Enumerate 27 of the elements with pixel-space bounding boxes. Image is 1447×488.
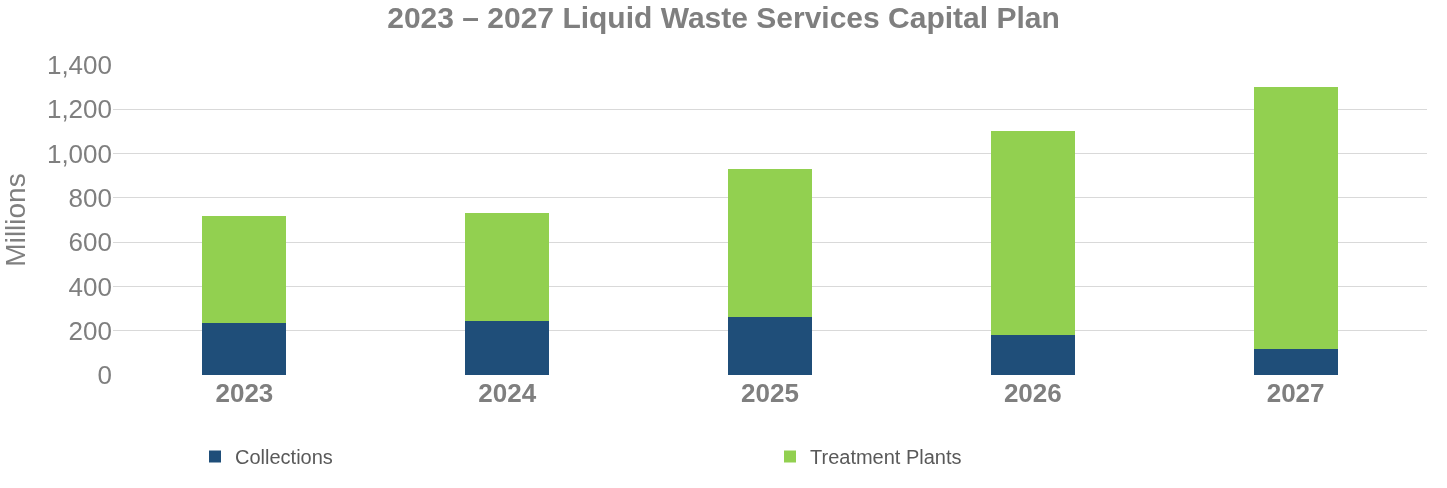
bar <box>1253 86 1338 350</box>
y-axis-title: Millions <box>0 173 31 267</box>
x-tick-label: 2025 <box>741 378 799 408</box>
bar <box>1253 349 1338 375</box>
bar <box>727 169 813 318</box>
y-tick-label: 1,400 <box>46 50 112 81</box>
y-tick-label: 200 <box>68 315 112 346</box>
x-tick-label: 2026 <box>1003 378 1062 408</box>
y-tick-label: 1,200 <box>46 94 112 125</box>
x-tick-label: 2023 <box>215 378 274 408</box>
legend-label: Collections <box>235 446 333 469</box>
y-tick-label: 1,000 <box>46 138 112 169</box>
legend-label: Treatment Plants <box>810 446 962 469</box>
bar <box>990 334 1075 375</box>
x-tick-label: 2027 <box>1266 378 1325 408</box>
bar <box>202 216 287 323</box>
chart-title: 2023 – 2027 Liquid Waste Services Capital Plan <box>387 1 1060 35</box>
bar <box>202 322 287 375</box>
y-tick-label: 0 <box>97 360 112 391</box>
y-tick-label: 800 <box>68 182 112 213</box>
bar <box>727 317 813 375</box>
x-tick-label: 2024 <box>478 378 537 408</box>
bar <box>465 321 550 375</box>
y-tick-label: 600 <box>68 227 112 258</box>
bar <box>465 213 550 322</box>
y-tick-label: 400 <box>68 271 112 302</box>
bar <box>990 130 1075 335</box>
